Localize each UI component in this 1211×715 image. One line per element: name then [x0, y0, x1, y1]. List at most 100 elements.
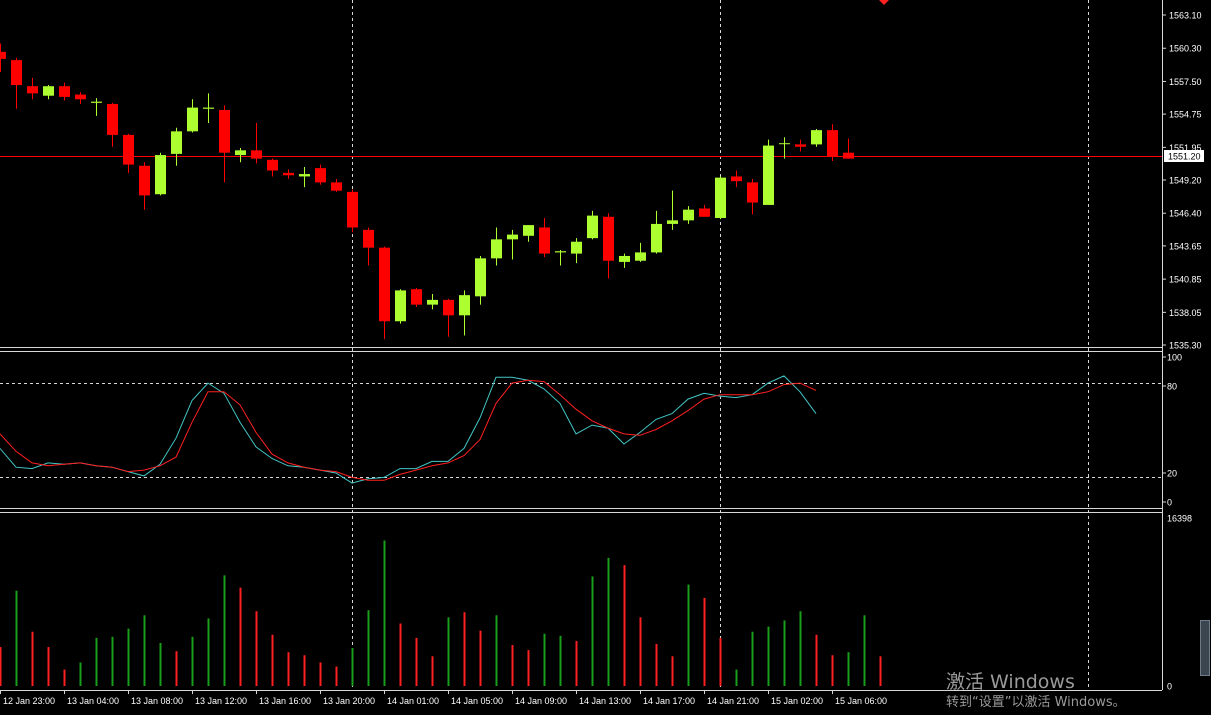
time-tick-label: 14 Jan 17:00: [643, 696, 695, 706]
candle-body: [475, 258, 486, 297]
candle-body: [395, 290, 406, 322]
candle-body: [811, 130, 822, 145]
candle-body: [507, 234, 518, 240]
oscillator-line-1: [0, 375, 817, 484]
current-price-label: 1551.20: [1168, 152, 1201, 162]
candle-body: [667, 220, 678, 224]
time-tick-label: 14 Jan 13:00: [579, 696, 631, 706]
candle-body: [315, 168, 326, 183]
candle-body: [731, 176, 742, 182]
time-tick-label: 13 Jan 12:00: [195, 696, 247, 706]
oscillator-tick-label: 20: [1167, 469, 1177, 479]
candle-body: [539, 227, 550, 254]
candle-body: [571, 241, 582, 254]
candle-body: [651, 223, 662, 253]
time-tick-label: 14 Jan 01:00: [387, 696, 439, 706]
candle-body: [363, 229, 374, 248]
price-tick-label: 1543.65: [1169, 241, 1202, 251]
candle-body: [43, 86, 54, 96]
volume-series: [0, 540, 882, 686]
time-tick-label: 15 Jan 02:00: [771, 696, 823, 706]
current-price-badge: [1164, 150, 1204, 162]
candle-body: [235, 150, 246, 156]
oscillator-tick-label: 0: [1167, 498, 1172, 508]
scroll-handle[interactable]: [1200, 620, 1210, 676]
candle-body: [251, 150, 262, 159]
candle-body: [523, 225, 534, 236]
candle-body: [75, 94, 86, 100]
candle-body: [715, 177, 726, 218]
candle-body: [0, 51, 6, 59]
time-tick-label: 14 Jan 09:00: [515, 696, 567, 706]
candle-body: [11, 60, 22, 86]
time-tick-label: 12 Jan 23:00: [3, 696, 55, 706]
candle-body: [267, 159, 278, 171]
candle-body: [203, 107, 214, 109]
candle-body: [699, 208, 710, 217]
time-tick-label: 15 Jan 06:00: [835, 696, 887, 706]
price-tick-label: 1551.95: [1169, 143, 1202, 153]
price-tick-label: 1554.75: [1169, 110, 1202, 120]
oscillator-tick-label: 100: [1167, 353, 1182, 363]
watermark-title: 激活 Windows: [946, 671, 1075, 693]
candle-body: [283, 172, 294, 176]
candle-body: [843, 152, 854, 159]
candle-body: [795, 144, 806, 147]
windows-activation-watermark: 激活 Windows 转到“设置”以激活 Windows。: [946, 670, 1126, 712]
price-tick-label: 1538.05: [1169, 308, 1202, 318]
time-tick-label: 13 Jan 04:00: [67, 696, 119, 706]
candle-body: [555, 251, 566, 253]
price-tick-label: 1546.40: [1169, 209, 1202, 219]
candlestick-series: [0, 43, 854, 340]
candle-body: [459, 295, 470, 316]
candle-body: [219, 109, 230, 153]
candle-body: [603, 216, 614, 261]
candle-body: [299, 174, 310, 177]
candle-body: [827, 130, 838, 157]
candle-body: [155, 155, 166, 195]
time-tick-label: 13 Jan 08:00: [131, 696, 183, 706]
candle-body: [683, 209, 694, 221]
candle-body: [747, 182, 758, 203]
candle-body: [587, 215, 598, 239]
candle-body: [443, 299, 454, 316]
oscillator-series: [0, 375, 817, 484]
oscillator-tick-label: 80: [1167, 382, 1177, 392]
price-tick-label: 1549.20: [1169, 176, 1202, 186]
watermark-subtitle: 转到“设置”以激活 Windows。: [946, 695, 1126, 710]
candle-body: [763, 145, 774, 205]
time-tick-label: 13 Jan 16:00: [259, 696, 311, 706]
candle-body: [411, 289, 422, 305]
candle-body: [379, 247, 390, 322]
time-tick-label: 14 Jan 21:00: [707, 696, 759, 706]
volume-tick-label: 16398: [1167, 514, 1192, 524]
candle-body: [427, 299, 438, 305]
time-axis-labels: 12 Jan 23:00 13 Jan 04:00 13 Jan 08:00 13 J…: [0, 690, 887, 706]
price-tick-label: 1563.10: [1169, 11, 1202, 21]
candle-body: [347, 191, 358, 228]
time-tick-label: 13 Jan 20:00: [323, 696, 375, 706]
candle-body: [619, 255, 630, 262]
candle-body: [91, 101, 102, 103]
price-tick-label: 1557.50: [1169, 77, 1202, 87]
candle-body: [139, 165, 150, 196]
candle-body: [779, 143, 790, 145]
time-tick-label: 14 Jan 05:00: [451, 696, 503, 706]
candle-body: [171, 131, 182, 154]
candle-body: [635, 252, 646, 261]
oscillator-line-2: [0, 379, 817, 481]
candle-body: [59, 86, 70, 97]
volume-tick-label: 0: [1167, 682, 1172, 692]
alert-marker-icon: [879, 0, 889, 5]
candle-body: [187, 107, 198, 132]
price-tick-label: 1540.85: [1169, 275, 1202, 285]
candle-body: [123, 134, 134, 165]
candle-body: [107, 104, 118, 135]
price-tick-label: 1535.30: [1169, 341, 1202, 351]
price-axis-labels: 1563.10 1560.30 1557.50 1554.75 1551.95 1549.…: [1162, 11, 1202, 692]
candle-body: [331, 182, 342, 191]
candle-body: [491, 239, 502, 259]
candle-body: [27, 86, 38, 94]
price-tick-label: 1560.30: [1169, 44, 1202, 54]
